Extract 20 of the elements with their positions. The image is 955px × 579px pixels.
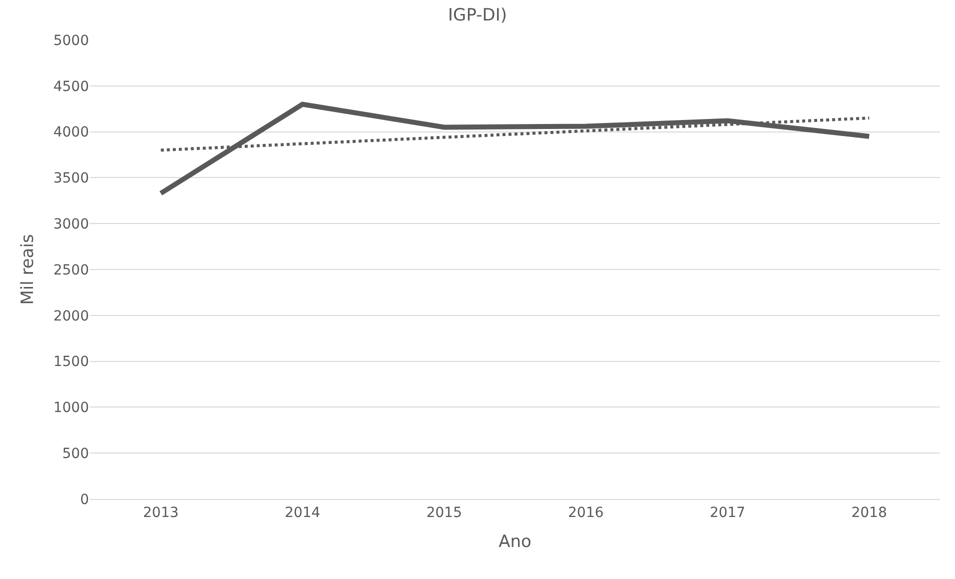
y-tick-label: 2500	[53, 262, 89, 278]
x-tick-label: 2016	[568, 504, 604, 521]
y-axis-title: Mil reais	[18, 234, 38, 305]
y-tick-label: 500	[62, 446, 89, 462]
chart-title: IGP-DI)	[448, 6, 507, 26]
x-axis-title: Ano	[498, 532, 532, 552]
y-tick-label: 3000	[53, 216, 89, 232]
y-tick-label: 1000	[53, 400, 89, 416]
x-tick-label: 2014	[284, 504, 320, 521]
x-tick-label: 2017	[710, 504, 746, 521]
x-tick-label: 2015	[426, 504, 462, 521]
x-tick-label: 2013	[143, 504, 179, 521]
y-tick-label: 5000	[53, 32, 89, 49]
y-tick-label: 0	[80, 492, 89, 508]
y-tick-label: 3500	[53, 170, 89, 187]
y-tick-label: 1500	[53, 354, 89, 370]
y-tick-label: 4000	[53, 124, 89, 141]
y-tick-label: 4500	[53, 78, 89, 95]
x-tick-label: 2018	[851, 504, 887, 521]
y-tick-label: 2000	[53, 308, 89, 324]
